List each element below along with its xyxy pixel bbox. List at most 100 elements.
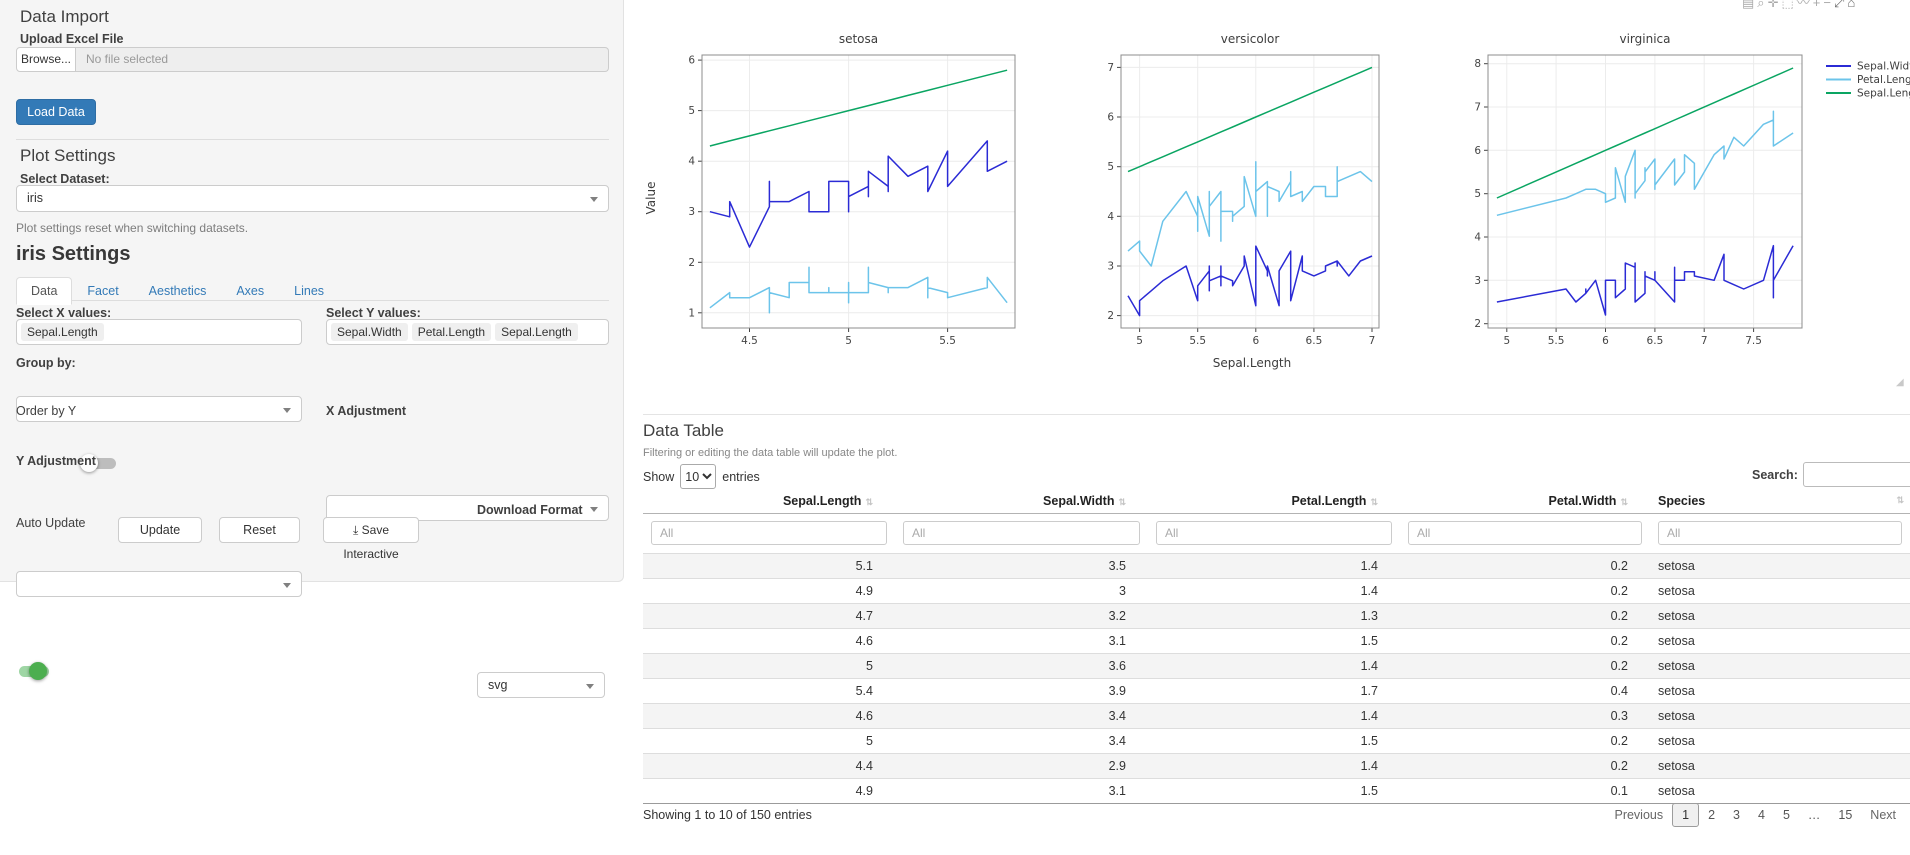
select-x-input[interactable]: Sepal.Length [16, 319, 302, 345]
tab-lines[interactable]: Lines [294, 284, 325, 298]
table-cell[interactable]: 0.3 [1610, 708, 1628, 723]
table-cell[interactable]: 1.5 [1360, 733, 1378, 748]
page-button-2[interactable]: 2 [1708, 808, 1716, 822]
table-cell[interactable]: 3 [1119, 583, 1126, 598]
y-adjustment-select[interactable] [16, 571, 302, 597]
table-cell[interactable]: 3.5 [1108, 558, 1126, 573]
zoom-icon[interactable]: ⌕ [1757, 0, 1765, 10]
table-cell[interactable]: 3.4 [1108, 733, 1126, 748]
x-adjustment-select[interactable] [326, 495, 609, 521]
page-length-select[interactable]: 10 [680, 464, 717, 489]
page-button-3[interactable]: 3 [1733, 808, 1740, 822]
table-cell[interactable]: 5.4 [855, 683, 873, 698]
table-cell[interactable]: 4.6 [855, 708, 873, 723]
facet-line-chart[interactable]: 4.5 5 5.5 1 2 3 4 5 6 setosa 5 5.5 6 6.5 7 2 3 4 5 6 7 versic… [643, 0, 1910, 402]
column-header-sepal.width[interactable]: Sepal.Width ⇅ [1043, 494, 1126, 509]
table-cell[interactable]: setosa [1658, 583, 1695, 598]
tab-axes[interactable]: Axes [236, 284, 265, 298]
table-cell[interactable]: 4.4 [855, 758, 873, 773]
tab-facet[interactable]: Facet [87, 284, 119, 298]
reset-button[interactable]: Reset [219, 517, 300, 543]
save-interactive-button[interactable]: ⤓ Save Interactive [323, 517, 419, 561]
table-cell[interactable]: 3.1 [1108, 633, 1126, 648]
table-cell[interactable]: 1.5 [1360, 783, 1378, 798]
table-cell[interactable]: setosa [1658, 558, 1695, 573]
table-cell[interactable]: 0.2 [1610, 633, 1628, 648]
table-cell[interactable]: 0.2 [1610, 583, 1628, 598]
auto-update-toggle[interactable] [13, 661, 55, 681]
table-cell[interactable]: 1.4 [1360, 583, 1378, 598]
filter-input-species[interactable] [1658, 520, 1902, 545]
group-by-select[interactable] [16, 396, 302, 422]
tab-data[interactable]: Data [16, 277, 73, 305]
box-select-icon[interactable]: ⬚ [1781, 0, 1794, 10]
table-cell[interactable]: setosa [1658, 633, 1695, 648]
download-format-select[interactable]: svg [477, 672, 605, 698]
autoscale-icon[interactable]: ⤢ [1833, 0, 1845, 10]
table-cell[interactable]: setosa [1658, 608, 1695, 623]
table-cell[interactable]: 1.4 [1360, 558, 1378, 573]
table-cell[interactable]: 1.7 [1360, 683, 1378, 698]
table-cell[interactable]: 0.4 [1610, 683, 1628, 698]
order-by-y-toggle[interactable] [80, 453, 122, 473]
load-data-button[interactable]: Load Data [16, 99, 96, 125]
table-cell[interactable]: 3.9 [1108, 683, 1126, 698]
table-cell[interactable]: 5 [866, 658, 873, 673]
lasso-select-icon[interactable]: 〰 [1796, 0, 1810, 10]
table-cell[interactable]: 1.4 [1360, 658, 1378, 673]
reset-axes-icon[interactable]: ⌂ [1847, 0, 1856, 10]
table-cell[interactable]: 3.2 [1108, 608, 1126, 623]
table-cell[interactable]: 0.1 [1610, 783, 1628, 798]
tab-aesthetics[interactable]: Aesthetics [148, 284, 207, 298]
table-cell[interactable]: 1.5 [1360, 633, 1378, 648]
table-cell[interactable]: 0.2 [1610, 658, 1628, 673]
table-cell[interactable]: setosa [1658, 708, 1695, 723]
table-cell[interactable]: 0.2 [1610, 733, 1628, 748]
plot-resize-grip[interactable]: ◢ [1896, 377, 1904, 388]
table-cell[interactable]: 3.1 [1108, 783, 1126, 798]
table-cell[interactable]: setosa [1658, 658, 1695, 673]
previous-page-button[interactable]: Previous [1614, 808, 1664, 822]
table-cell[interactable]: 5.1 [855, 558, 873, 573]
download-plot-icon[interactable]: ▤ [1742, 0, 1755, 10]
next-page-button[interactable]: Next [1870, 808, 1896, 822]
table-cell[interactable]: 3.4 [1108, 708, 1126, 723]
table-cell[interactable]: 4.9 [855, 583, 873, 598]
table-cell[interactable]: setosa [1658, 783, 1695, 798]
table-cell[interactable]: 1.3 [1360, 608, 1378, 623]
table-cell[interactable]: 0.2 [1610, 758, 1628, 773]
table-cell[interactable]: setosa [1658, 733, 1695, 748]
table-cell[interactable]: 2.9 [1108, 758, 1126, 773]
column-header-petal.length[interactable]: Petal.Length ⇅ [1291, 494, 1378, 509]
table-cell[interactable]: 0.2 [1610, 558, 1628, 573]
column-header-petal.width[interactable]: Petal.Width ⇅ [1548, 494, 1629, 509]
column-header-sepal.length[interactable]: Sepal.Length ⇅ [782, 494, 873, 509]
dataset-select[interactable]: iris [16, 185, 609, 212]
table-cell[interactable]: 1.4 [1360, 708, 1378, 723]
browse-button[interactable]: Browse... [16, 47, 76, 72]
table-cell[interactable]: 5 [866, 733, 873, 748]
table-cell[interactable]: 4.7 [855, 608, 873, 623]
table-cell[interactable]: setosa [1658, 683, 1695, 698]
zoom-out-icon[interactable]: − [1823, 0, 1831, 10]
filter-input-petal.length[interactable] [1156, 520, 1392, 545]
table-cell[interactable]: setosa [1658, 758, 1695, 773]
update-button[interactable]: Update [118, 517, 202, 543]
filter-input-petal.width[interactable] [1408, 520, 1642, 545]
page-button-4[interactable]: 4 [1757, 808, 1765, 822]
page-button-1[interactable]: 1 [1672, 803, 1700, 827]
page-ellipsis[interactable]: … [1807, 808, 1821, 822]
filter-input-sepal.length[interactable] [651, 520, 887, 545]
page-button-5[interactable]: 5 [1782, 808, 1790, 822]
filter-input-sepal.width[interactable] [903, 520, 1140, 545]
table-cell[interactable]: 4.9 [855, 783, 873, 798]
zoom-in-icon[interactable]: + [1812, 0, 1821, 10]
pan-icon[interactable]: ✛ [1767, 0, 1779, 10]
column-header-species[interactable]: Species ⇅ [1658, 494, 1904, 509]
table-cell[interactable]: 1.4 [1360, 758, 1378, 773]
table-cell[interactable]: 0.2 [1610, 608, 1628, 623]
page-button-15[interactable]: 15 [1838, 808, 1853, 822]
table-cell[interactable]: 3.6 [1108, 658, 1126, 673]
table-cell[interactable]: 4.6 [855, 633, 873, 648]
select-y-input[interactable]: Sepal.Width Petal.Length Sepal.Length [326, 319, 609, 345]
